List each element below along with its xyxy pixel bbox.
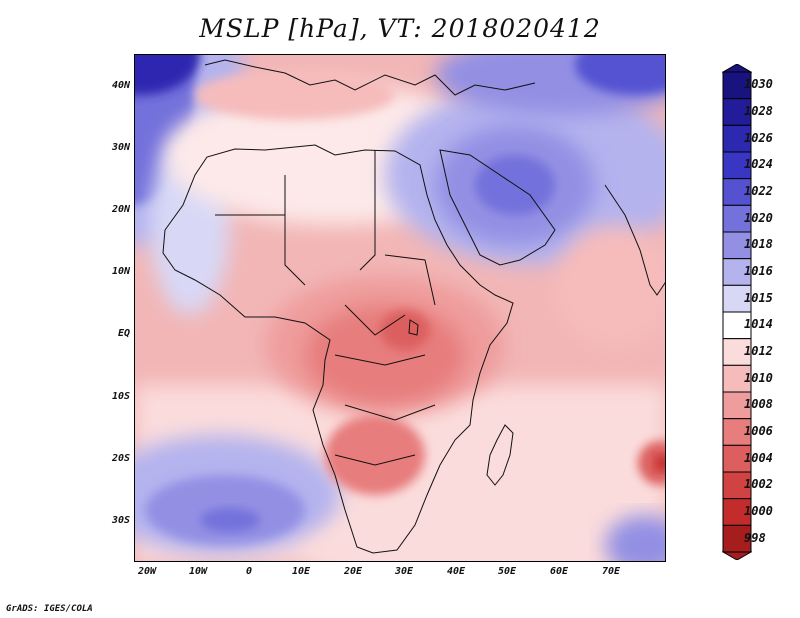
- x-tick-label: 70E: [601, 566, 621, 577]
- colorbar-svg: [721, 63, 753, 561]
- colorbar-arrow-bottom: [721, 551, 753, 561]
- x-tick-label: 10W: [188, 566, 208, 577]
- colorbar-swatch: [722, 98, 752, 126]
- colorbar-swatch: [722, 471, 752, 500]
- colorbar-swatch: [722, 284, 752, 313]
- y-tick-label: 40N: [111, 80, 130, 91]
- colorbar-label: 1004: [744, 450, 773, 465]
- colorbar-label: 1028: [744, 104, 773, 118]
- colorbar-swatch: [722, 178, 752, 206]
- colorbar-label: 1020: [744, 210, 773, 225]
- colorbar-swatch: [722, 364, 752, 393]
- x-tick-label: 60E: [549, 566, 569, 577]
- y-tick-label: EQ: [117, 328, 130, 339]
- colorbar-label: 1010: [744, 370, 773, 385]
- y-tick-label: 20N: [111, 204, 130, 215]
- colorbar-label: 1030: [744, 77, 773, 92]
- colorbar-label: 1012: [744, 344, 773, 358]
- colorbar-swatch: [722, 71, 752, 100]
- pressure-field: [135, 55, 665, 561]
- y-tick-label: 10N: [111, 266, 130, 277]
- colorbar-swatch: [722, 524, 752, 553]
- map-title: MSLP [hPa], VT: 2018020412: [199, 14, 601, 43]
- colorbar-label: 1015: [744, 290, 773, 305]
- colorbar-swatch: [722, 338, 752, 366]
- colorbar-swatch: [722, 231, 752, 260]
- pressure-map: [134, 54, 666, 562]
- colorbar-arrow-top: [721, 63, 753, 73]
- colorbar-swatch: [722, 258, 752, 286]
- colorbar-label: 1006: [744, 424, 773, 438]
- colorbar-swatch: [722, 204, 752, 233]
- colorbar-swatch: [722, 444, 752, 473]
- pressure-map-svg: [135, 55, 665, 561]
- colorbar: [721, 63, 800, 561]
- colorbar-label: 998: [744, 530, 766, 545]
- colorbar-label: 1026: [744, 130, 773, 145]
- credit-text: GrADS: IGES/COLA: [6, 604, 93, 614]
- y-tick-label: 30N: [111, 142, 130, 153]
- y-tick-label: 30S: [111, 515, 130, 526]
- colorbar-label: 1016: [744, 264, 773, 278]
- x-tick-label: 50E: [497, 566, 517, 577]
- colorbar-label: 1022: [744, 184, 773, 198]
- colorbar-label: 1002: [744, 477, 773, 492]
- colorbar-swatch: [722, 391, 752, 420]
- colorbar-label: 1018: [744, 237, 773, 252]
- colorbar-swatch: [722, 151, 752, 180]
- y-tick-label: 20S: [111, 453, 130, 464]
- x-tick-label: 0: [245, 566, 253, 577]
- x-tick-label: 30E: [394, 566, 414, 577]
- colorbar-swatch: [722, 418, 752, 446]
- colorbar-label: 1024: [744, 157, 773, 172]
- x-tick-label: 10E: [291, 566, 311, 577]
- colorbar-label: 1008: [744, 397, 773, 412]
- x-tick-label: 20W: [137, 566, 157, 577]
- x-tick-label: 40E: [446, 566, 466, 577]
- colorbar-label: 1000: [744, 504, 773, 518]
- coastlines: [162, 59, 665, 554]
- x-tick-label: 20E: [343, 566, 363, 577]
- colorbar-swatch: [722, 124, 752, 153]
- y-tick-label: 10S: [111, 391, 130, 402]
- colorbar-label: 1014: [744, 317, 773, 332]
